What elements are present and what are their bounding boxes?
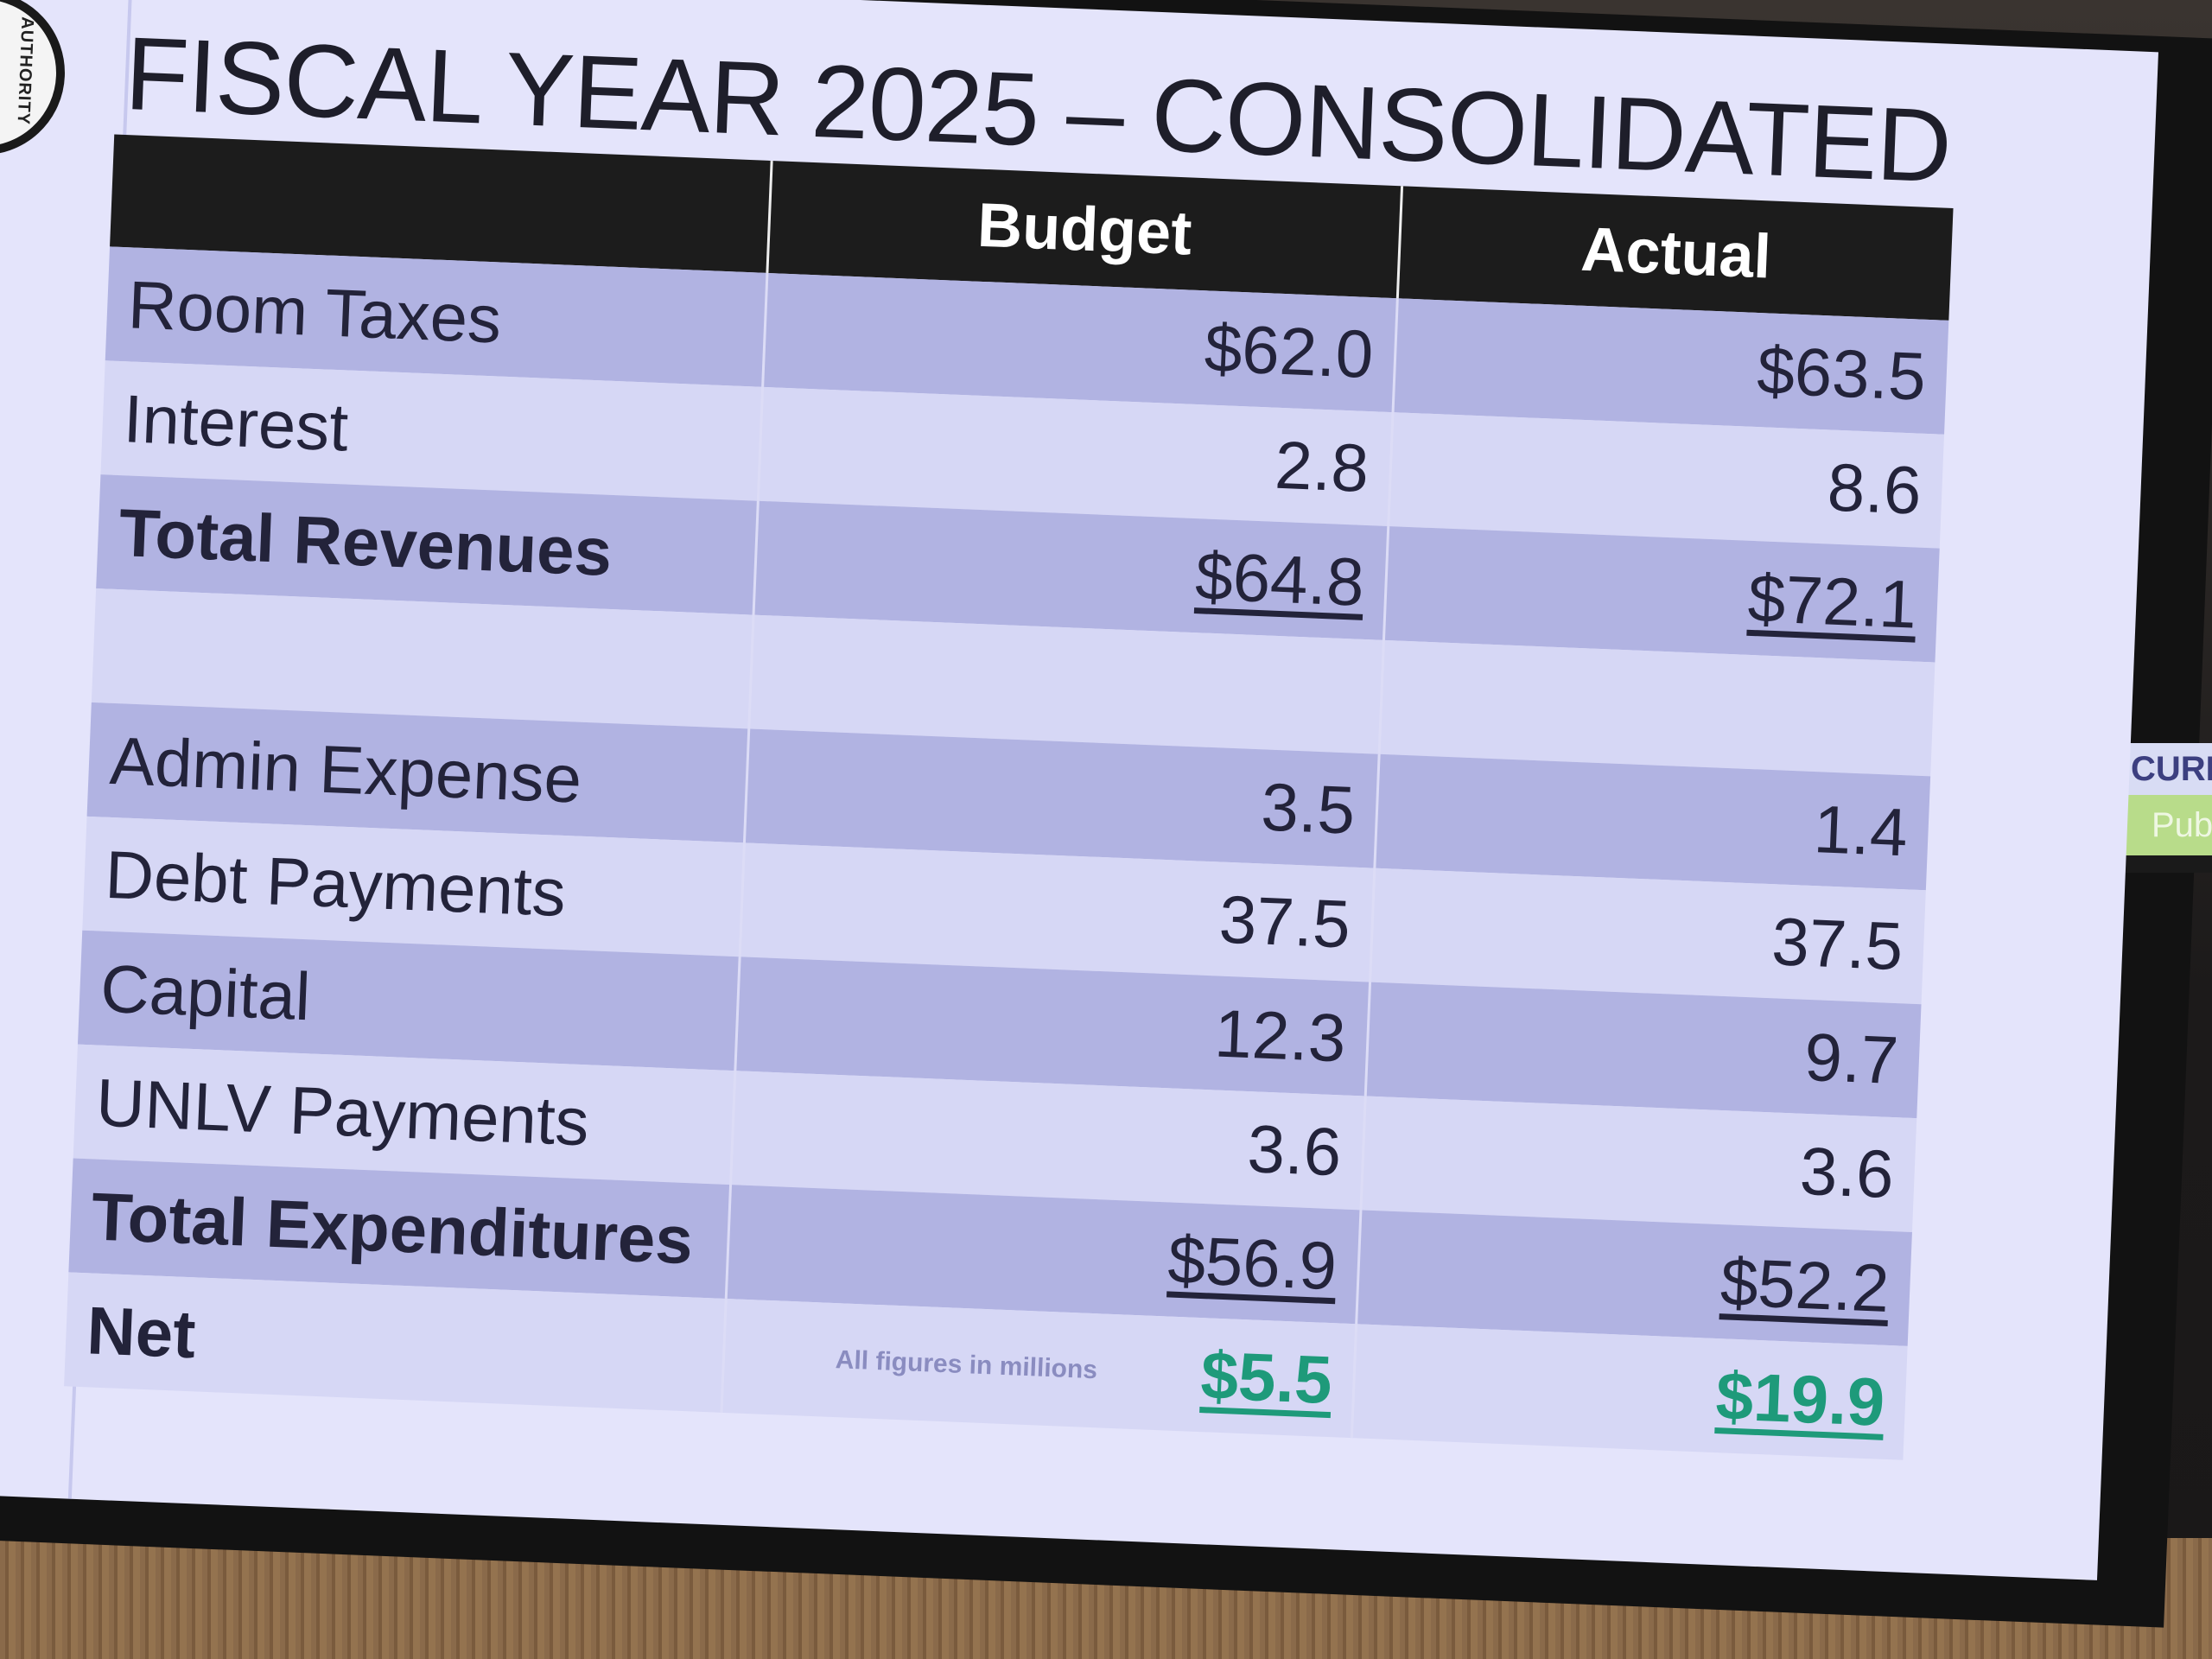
budget-value: $56.9 (1166, 1220, 1338, 1304)
side-button: Pub (2126, 795, 2212, 855)
actual-value: 3.6 (1359, 1096, 1917, 1232)
presentation-slide: AUTHORITY FISCAL YEAR 2025 – CONSOLIDATE… (0, 0, 2158, 1580)
actual-value: 1.4 (1373, 753, 1931, 891)
actual-value: 8.6 (1387, 412, 1945, 549)
budget-value: $64.8 (1193, 537, 1366, 620)
actual-value: $52.2 (1719, 1243, 1891, 1326)
fiscal-table: Budget Actual Room Taxes $62.0 $63.5 Int… (64, 134, 1954, 1460)
actual-value: 9.7 (1363, 982, 1922, 1119)
logo-text: AUTHORITY (13, 16, 37, 126)
side-monitor: CURR Pub (2126, 743, 2212, 873)
actual-value: 37.5 (1369, 868, 1926, 1005)
actual-value (1377, 639, 1936, 777)
actual-net: $19.9 (1714, 1357, 1886, 1440)
side-header: CURR (2126, 743, 2212, 795)
actual-value: $63.5 (1391, 298, 1949, 435)
header-actual: Actual (1395, 186, 1954, 321)
budget-net: $5.5 (1199, 1336, 1334, 1418)
units-note: All figures in millions (835, 1345, 1098, 1385)
actual-value: $72.1 (1746, 559, 1918, 643)
